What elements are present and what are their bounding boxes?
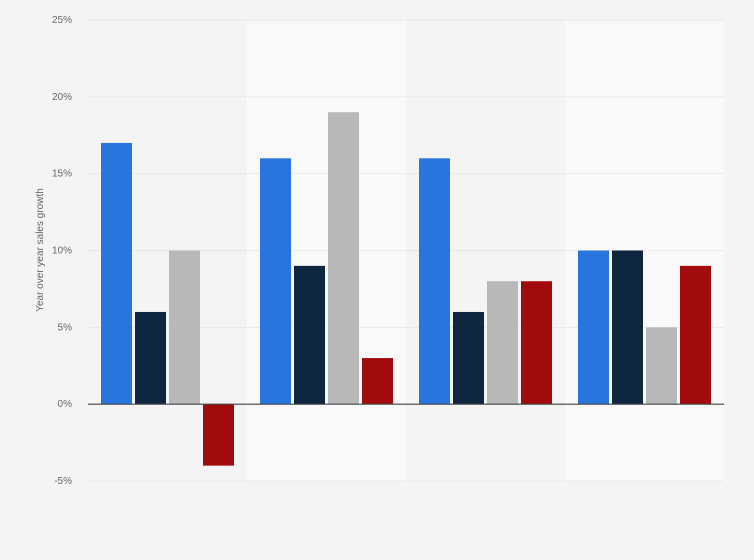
bar [419, 158, 450, 405]
bar [612, 250, 643, 405]
y-axis-label: Year over year sales growth [35, 188, 46, 312]
y-tick-label: 10% [52, 246, 72, 257]
bar [135, 311, 166, 405]
bar [328, 112, 359, 405]
y-tick-label: 0% [58, 399, 73, 410]
bar [362, 358, 393, 405]
y-tick-label: 5% [58, 322, 73, 333]
bar [101, 142, 132, 405]
bar [260, 158, 291, 405]
y-tick-label: -5% [54, 476, 72, 487]
bar [646, 327, 677, 405]
bar [294, 265, 325, 405]
bar [453, 311, 484, 405]
bar [487, 281, 518, 405]
bar [203, 404, 234, 466]
y-tick-label: 15% [52, 169, 72, 180]
bar [578, 250, 609, 405]
bar [169, 250, 200, 405]
y-tick-label: 20% [52, 92, 72, 103]
bar [680, 265, 711, 405]
bar [521, 281, 552, 405]
y-tick-label: 25% [52, 15, 72, 26]
